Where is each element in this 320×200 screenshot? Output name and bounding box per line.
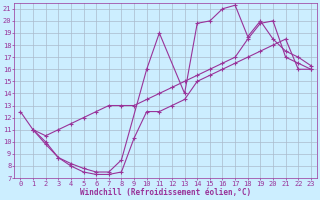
X-axis label: Windchill (Refroidissement éolien,°C): Windchill (Refroidissement éolien,°C) <box>80 188 251 197</box>
